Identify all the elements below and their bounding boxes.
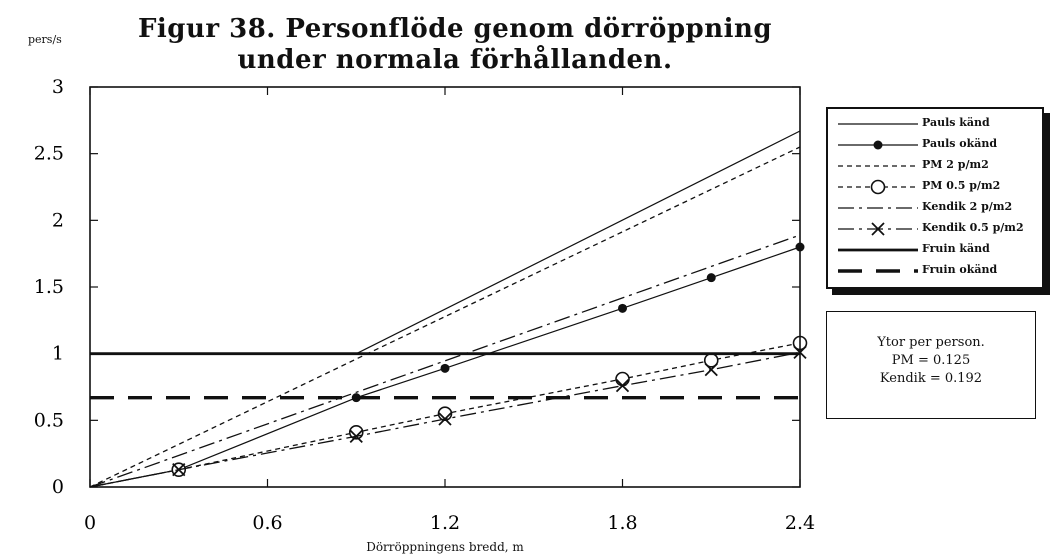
note-box: Ytor per person. PM = 0.125 Kendik = 0.1… bbox=[826, 311, 1036, 419]
legend-item: Pauls känd bbox=[834, 115, 1039, 133]
legend-item: Pauls okänd bbox=[834, 136, 1039, 154]
chart-title-line-2: under normala förhållanden. bbox=[237, 45, 673, 75]
legend-marker bbox=[871, 222, 885, 236]
x-tick-label: 1.8 bbox=[607, 512, 637, 534]
note-line-3: Kendik = 0.192 bbox=[879, 371, 983, 386]
data-point bbox=[704, 363, 718, 377]
chart-title: Figur 38. Personflöde genom dörröppning … bbox=[130, 14, 780, 76]
note-line-2: PM = 0.125 bbox=[891, 353, 971, 368]
legend-label: Fruin känd bbox=[922, 242, 990, 255]
legend: Pauls känd Pauls okänd PM 2 p/m2 PM 0.5 p/m… bbox=[826, 107, 1044, 289]
legend-swatch bbox=[838, 222, 918, 236]
legend-item: PM 0.5 p/m2 bbox=[834, 178, 1039, 196]
legend-item: PM 2 p/m2 bbox=[834, 157, 1039, 175]
legend-item: Fruin känd bbox=[834, 241, 1039, 259]
legend-label: Fruin okänd bbox=[922, 263, 998, 276]
legend-swatch bbox=[838, 165, 918, 167]
legend-item: Kendik 2 p/m2 bbox=[834, 199, 1039, 217]
x-tick-label: 0 bbox=[84, 512, 96, 534]
legend-item: Fruin okänd bbox=[834, 262, 1039, 280]
x-tick-label: 0.6 bbox=[252, 512, 282, 534]
note-line-1: Ytor per person. bbox=[877, 335, 985, 350]
legend-label: Kendik 2 p/m2 bbox=[922, 200, 1013, 213]
legend-label: PM 2 p/m2 bbox=[922, 158, 989, 171]
legend-label: Pauls okänd bbox=[922, 137, 998, 150]
legend-marker bbox=[873, 140, 883, 150]
y-tick-label: 3 bbox=[52, 76, 64, 98]
y-tick-label: 0.5 bbox=[34, 409, 64, 431]
y-tick-label: 1 bbox=[52, 343, 64, 365]
data-point bbox=[440, 363, 450, 373]
series-pauls-k-nd bbox=[356, 130, 801, 355]
legend-swatch bbox=[838, 140, 918, 150]
legend-item: Kendik 0.5 p/m2 bbox=[834, 220, 1039, 238]
x-tick-label: 1.2 bbox=[430, 512, 460, 534]
legend-marker bbox=[870, 179, 886, 195]
x-axis-label: Dörröppningens bredd, m bbox=[366, 540, 524, 554]
y-axis-label: pers/s bbox=[28, 33, 62, 46]
y-tick-label: 2 bbox=[52, 209, 64, 231]
series-line bbox=[89, 146, 801, 488]
legend-swatch bbox=[838, 269, 918, 273]
legend-swatch bbox=[838, 248, 918, 252]
series-kendik-2-p-m2 bbox=[89, 234, 801, 488]
data-point bbox=[438, 412, 452, 426]
y-tick-label: 1.5 bbox=[34, 276, 64, 298]
y-tick-label: 2.5 bbox=[34, 143, 64, 165]
legend-swatch bbox=[838, 179, 918, 195]
legend-label: PM 0.5 p/m2 bbox=[922, 179, 1001, 192]
series-pm-2-p-m2 bbox=[89, 146, 801, 488]
legend-label: Kendik 0.5 p/m2 bbox=[922, 221, 1024, 234]
data-point bbox=[615, 371, 630, 387]
series-line bbox=[356, 130, 801, 355]
data-point bbox=[615, 379, 630, 393]
plot-frame bbox=[89, 86, 801, 488]
data-point bbox=[618, 303, 627, 313]
x-tick-label: 2.4 bbox=[785, 512, 815, 534]
legend-swatch bbox=[838, 123, 918, 125]
chart-title-line-1: Figur 38. Personflöde genom dörröppning bbox=[137, 14, 773, 44]
series-pauls-ok-nd bbox=[89, 242, 805, 488]
legend-swatch bbox=[838, 207, 918, 209]
data-point bbox=[172, 463, 186, 477]
series-kendik-0-5-p-m2 bbox=[89, 345, 807, 488]
legend-label: Pauls känd bbox=[922, 116, 990, 129]
data-point bbox=[349, 429, 363, 443]
y-tick-label: 0 bbox=[52, 476, 64, 498]
data-point bbox=[706, 273, 716, 283]
series-line bbox=[89, 234, 801, 488]
